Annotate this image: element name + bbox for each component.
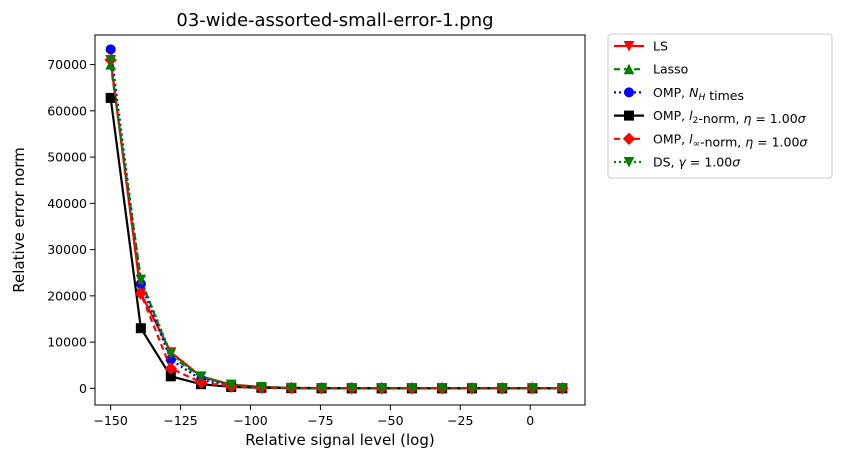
data-point bbox=[436, 383, 448, 394]
legend: LS Lasso OMP, NH times OMP, l2-norm, η = 1.… bbox=[607, 33, 833, 179]
data-point bbox=[557, 383, 568, 394]
data-point bbox=[105, 54, 116, 66]
series-6 bbox=[105, 54, 568, 394]
x-tick-label: −100 bbox=[233, 413, 267, 428]
legend-item: OMP, l2-norm, η = 1.00σ bbox=[614, 108, 807, 126]
legend-item: LS bbox=[614, 39, 668, 54]
data-point bbox=[527, 383, 538, 394]
data-point bbox=[135, 323, 146, 334]
legend-label: OMP, NH times bbox=[653, 85, 744, 103]
x-tick-label: 0 bbox=[526, 413, 534, 428]
x-tick-label: −75 bbox=[307, 413, 333, 428]
y-axis: 0 10000 20000 30000 40000 50000 60000 70000 bbox=[47, 57, 95, 396]
legend-items: LS Lasso OMP, NH times OMP, l2-norm, η = 1.… bbox=[614, 39, 808, 170]
y-tick-label: 60000 bbox=[47, 103, 87, 118]
series-layer bbox=[104, 44, 569, 395]
data-point bbox=[165, 348, 177, 360]
y-axis-label: Relative error norm bbox=[10, 147, 28, 293]
legend-label: OMP, l2-norm, η = 1.00σ bbox=[653, 108, 807, 126]
x-tick-label: −50 bbox=[377, 413, 403, 428]
data-point bbox=[105, 44, 116, 55]
chart-title: 03-wide-assorted-small-error-1.png bbox=[176, 10, 493, 31]
legend-label: OMP, l∞-norm, η = 1.00σ bbox=[653, 131, 808, 149]
data-point bbox=[346, 383, 358, 394]
data-point bbox=[316, 383, 327, 394]
x-tick-label: −125 bbox=[163, 413, 197, 428]
plot-area bbox=[94, 34, 586, 406]
series-line bbox=[109, 59, 563, 390]
legend-marker bbox=[622, 132, 636, 146]
legend-item: DS, γ = 1.00σ bbox=[614, 155, 741, 170]
data-point bbox=[466, 383, 478, 394]
y-tick-label: 10000 bbox=[47, 335, 87, 350]
legend-label: DS, γ = 1.00σ bbox=[653, 155, 741, 170]
data-point bbox=[135, 274, 147, 286]
data-point bbox=[406, 383, 418, 394]
y-tick-label: 30000 bbox=[47, 242, 87, 257]
x-tick-label: −150 bbox=[93, 413, 127, 428]
x-tick-label: −25 bbox=[447, 413, 473, 428]
legend-frame bbox=[607, 33, 833, 179]
legend-item: Lasso bbox=[614, 62, 688, 77]
data-point bbox=[164, 362, 178, 375]
y-tick-label: 70000 bbox=[47, 57, 87, 72]
data-point bbox=[376, 383, 387, 394]
legend-marker bbox=[623, 41, 635, 52]
legend-marker bbox=[624, 87, 634, 98]
y-tick-label: 20000 bbox=[47, 288, 87, 303]
y-tick-label: 50000 bbox=[47, 150, 87, 165]
data-point bbox=[496, 383, 508, 394]
data-point bbox=[286, 382, 297, 394]
data-point bbox=[105, 92, 116, 103]
x-axis: −150 −125 −100 −75 −50 −25 0 bbox=[93, 405, 534, 428]
legend-label: Lasso bbox=[653, 62, 688, 77]
y-tick-label: 40000 bbox=[47, 196, 87, 211]
y-tick-label: 0 bbox=[79, 381, 87, 396]
x-axis-label: Relative signal level (log) bbox=[245, 431, 434, 449]
data-point bbox=[134, 287, 148, 300]
data-point bbox=[195, 371, 207, 383]
legend-marker bbox=[623, 63, 635, 75]
legend-item: OMP, NH times bbox=[614, 85, 744, 103]
plot-frame bbox=[94, 34, 586, 406]
legend-label: LS bbox=[653, 39, 668, 54]
legend-item: OMP, l∞-norm, η = 1.00σ bbox=[614, 131, 808, 149]
legend-marker bbox=[623, 157, 635, 168]
legend-marker bbox=[624, 110, 634, 121]
data-point bbox=[225, 379, 237, 391]
data-point bbox=[256, 382, 267, 393]
